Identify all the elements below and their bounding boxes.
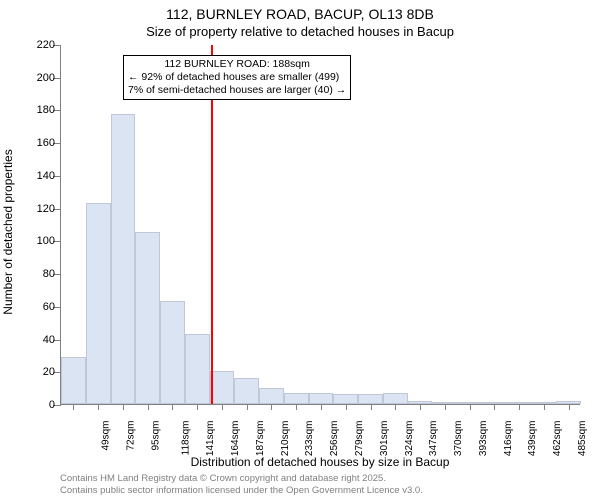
x-tick — [197, 404, 198, 410]
y-tick-label: 140 — [37, 170, 55, 182]
histogram-bar — [61, 357, 86, 404]
y-tick-label: 80 — [43, 268, 55, 280]
footer-line2: Contains public sector information licen… — [60, 485, 423, 496]
x-tick — [73, 404, 74, 410]
x-tick — [371, 404, 372, 410]
x-tick — [519, 404, 520, 410]
histogram-bar — [160, 301, 185, 404]
x-tick-label: 233sqm — [305, 421, 316, 457]
x-tick — [569, 404, 570, 410]
x-tick — [494, 404, 495, 410]
x-tick-label: 279sqm — [354, 421, 365, 457]
y-tick-label: 120 — [37, 203, 55, 215]
y-tick-label: 60 — [43, 301, 55, 313]
x-tick-label: 370sqm — [453, 421, 464, 457]
histogram-bar — [383, 393, 408, 404]
x-tick-label: 72sqm — [126, 421, 137, 451]
histogram-bar — [210, 371, 235, 404]
histogram-bar — [284, 393, 309, 404]
annotation-line3: 7% of semi-detached houses are larger (4… — [128, 84, 346, 97]
histogram-bar — [185, 334, 210, 404]
histogram-bar — [358, 394, 383, 404]
chart-title-line2: Size of property relative to detached ho… — [0, 24, 600, 39]
x-tick-label: 393sqm — [478, 421, 489, 457]
histogram-bar — [135, 232, 160, 404]
x-tick — [123, 404, 124, 410]
y-tick-label: 100 — [37, 235, 55, 247]
x-tick — [98, 404, 99, 410]
x-tick-label: 347sqm — [428, 421, 439, 457]
y-tick-label: 200 — [37, 72, 55, 84]
x-tick — [296, 404, 297, 410]
x-tick — [172, 404, 173, 410]
x-tick-label: 187sqm — [255, 421, 266, 457]
x-tick — [395, 404, 396, 410]
x-tick-label: 141sqm — [206, 421, 217, 457]
x-tick-label: 95sqm — [150, 421, 161, 451]
x-tick-label: 462sqm — [552, 421, 563, 457]
histogram-bar — [309, 393, 334, 404]
x-tick-label: 118sqm — [180, 421, 191, 456]
y-tick-label: 40 — [43, 334, 55, 346]
chart-title-line1: 112, BURNLEY ROAD, BACUP, OL13 8DB — [0, 6, 600, 22]
x-tick — [420, 404, 421, 410]
y-axis-title: Number of detached properties — [1, 149, 15, 314]
x-tick-label: 164sqm — [230, 421, 241, 457]
y-tick-label: 220 — [37, 39, 55, 51]
y-tick-label: 160 — [37, 137, 55, 149]
x-tick-label: 485sqm — [577, 421, 588, 457]
x-tick-label: 301sqm — [379, 421, 390, 457]
x-tick — [271, 404, 272, 410]
x-tick-label: 49sqm — [101, 421, 112, 451]
annotation-line1: 112 BURNLEY ROAD: 188sqm — [128, 58, 346, 71]
y-tick-label: 20 — [43, 366, 55, 378]
chart-container: 112, BURNLEY ROAD, BACUP, OL13 8DB Size … — [0, 0, 600, 500]
x-axis-title: Distribution of detached houses by size … — [60, 455, 580, 469]
x-tick — [544, 404, 545, 410]
x-tick — [445, 404, 446, 410]
histogram-bar — [86, 203, 111, 404]
x-tick — [148, 404, 149, 410]
x-tick — [247, 404, 248, 410]
x-tick-label: 439sqm — [527, 421, 538, 457]
x-tick — [222, 404, 223, 410]
histogram-bar — [333, 394, 358, 404]
footer-credits: Contains HM Land Registry data © Crown c… — [60, 473, 423, 496]
plot-area: 02040608010012014016018020022049sqm72sqm… — [60, 45, 580, 405]
annotation-box: 112 BURNLEY ROAD: 188sqm ← 92% of detach… — [123, 55, 351, 100]
histogram-bar — [111, 114, 136, 404]
x-tick-label: 324sqm — [404, 421, 415, 457]
x-tick-label: 210sqm — [280, 421, 291, 457]
y-tick-label: 180 — [37, 104, 55, 116]
histogram-bar — [259, 388, 284, 404]
x-tick-label: 256sqm — [329, 421, 340, 457]
y-tick-label: 0 — [49, 399, 55, 411]
x-tick-label: 416sqm — [503, 421, 514, 457]
x-tick — [470, 404, 471, 410]
annotation-line2: ← 92% of detached houses are smaller (49… — [128, 71, 346, 84]
x-tick — [321, 404, 322, 410]
histogram-bar — [234, 378, 259, 404]
footer-line1: Contains HM Land Registry data © Crown c… — [60, 473, 423, 484]
x-tick — [346, 404, 347, 410]
